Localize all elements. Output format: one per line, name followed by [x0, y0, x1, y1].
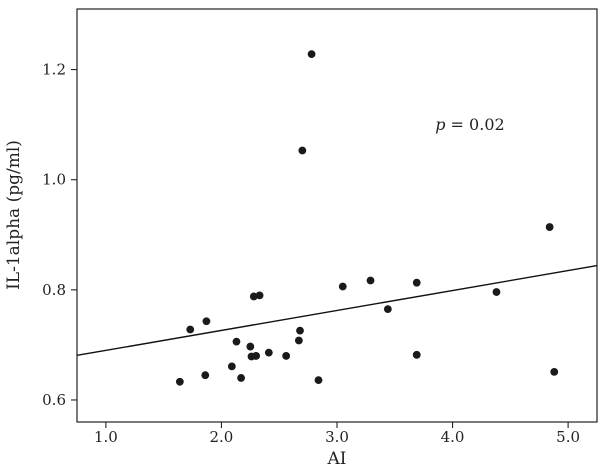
data-point [246, 342, 255, 351]
x-tick-label: 1.0 [94, 428, 118, 446]
data-point [201, 371, 210, 380]
data-point [314, 376, 323, 385]
data-point [232, 337, 241, 346]
data-point [252, 352, 261, 360]
data-point [366, 276, 375, 285]
regression-line [76, 264, 598, 357]
x-ticks: 1.0 2.0 3.0 4.0 5.0 [94, 422, 580, 446]
x-axis-label: AI [327, 449, 347, 469]
y-tick-label: 0.6 [42, 391, 66, 409]
data-point [412, 350, 421, 359]
data-point [227, 362, 236, 371]
y-tick-label: 0.8 [42, 281, 66, 299]
p-value: = 0.02 [445, 115, 504, 134]
data-point [237, 374, 245, 382]
data-point [294, 336, 303, 345]
data-point [186, 325, 195, 334]
y-tick-label: 1.0 [42, 171, 66, 189]
data-point [412, 278, 421, 287]
data-point [264, 348, 273, 357]
data-point [249, 292, 258, 301]
data-point [383, 305, 392, 314]
data-point [175, 377, 184, 386]
y-tick-label: 1.2 [42, 61, 66, 79]
p-symbol: p [435, 115, 445, 134]
x-axis: 1.0 2.0 3.0 4.0 5.0 AI [94, 422, 580, 469]
data-point [255, 291, 264, 300]
x-tick-label: 5.0 [556, 428, 580, 446]
p-value-annotation: p = 0.02 [435, 115, 504, 134]
data-point [307, 50, 316, 59]
data-point [298, 146, 307, 155]
data-point [296, 326, 304, 335]
x-tick-label: 3.0 [325, 428, 349, 446]
data-point [545, 223, 554, 231]
data-point [338, 282, 347, 291]
data-point [202, 317, 211, 326]
data-points-layer [175, 50, 559, 386]
data-point [550, 367, 559, 376]
x-tick-label: 2.0 [210, 428, 234, 446]
trend-line-layer [76, 264, 598, 357]
y-ticks: 0.6 0.8 1.0 1.2 [42, 61, 77, 409]
y-axis-label: IL-1alpha (pg/ml) [4, 140, 24, 290]
data-point [282, 352, 291, 360]
x-tick-label: 4.0 [441, 428, 465, 446]
p-value-label: p = 0.02 [435, 115, 504, 134]
y-axis: 0.6 0.8 1.0 1.2 IL-1alpha (pg/ml) [4, 61, 77, 409]
data-point [492, 288, 501, 296]
